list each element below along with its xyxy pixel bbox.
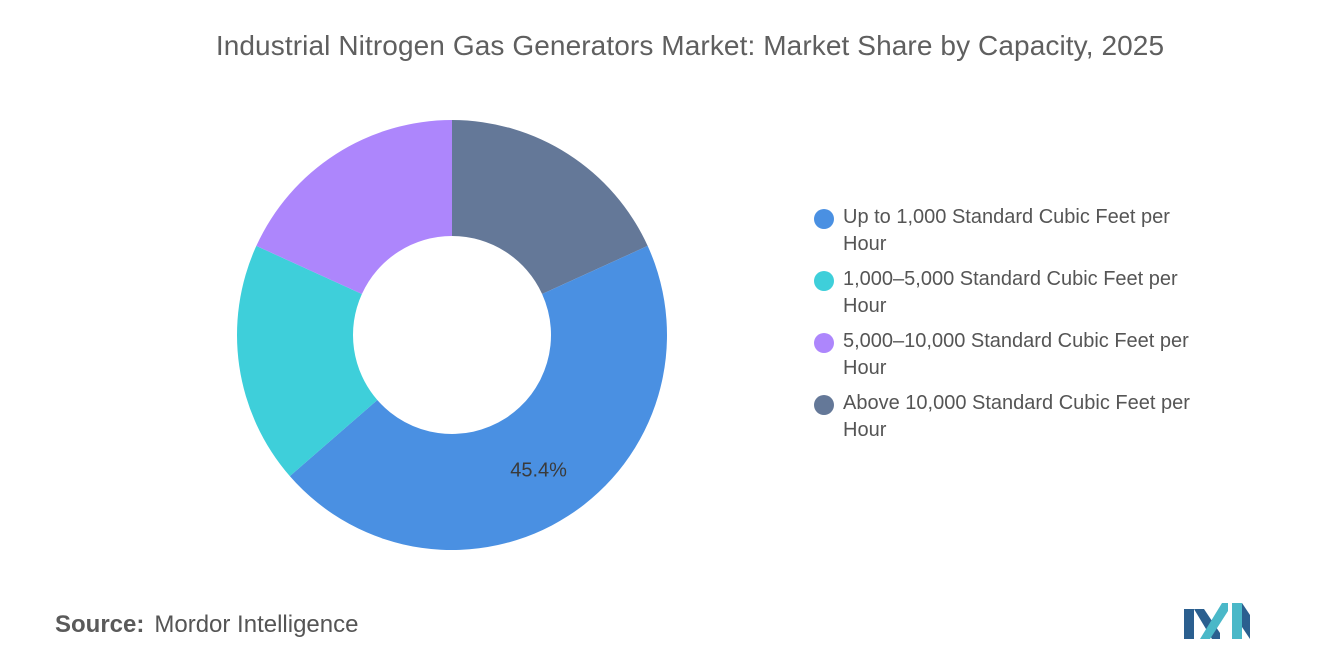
legend-swatch-icon [814, 395, 834, 415]
legend-label: 5,000–10,000 Standard Cubic Feet per Hou… [843, 330, 1189, 379]
source-note: Source: Mordor Intelligence [55, 611, 358, 639]
donut-slice [256, 120, 452, 294]
logo-right-stroke [1232, 603, 1242, 639]
legend-item: Above 10,000 Standard Cubic Feet per Hou… [814, 390, 1244, 444]
donut-slice [237, 245, 378, 477]
donut-slice [289, 245, 667, 551]
legend-item: Up to 1,000 Standard Cubic Feet per Hour [814, 204, 1244, 258]
legend-item: 1,000–5,000 Standard Cubic Feet per Hour [814, 266, 1244, 320]
slice-data-label: 45.4% [510, 460, 567, 482]
donut-slice [452, 120, 648, 294]
legend-swatch-icon [814, 209, 834, 229]
legend-label: Above 10,000 Standard Cubic Feet per Hou… [843, 392, 1190, 441]
legend-label: 1,000–5,000 Standard Cubic Feet per Hour [843, 268, 1178, 317]
legend-label: Up to 1,000 Standard Cubic Feet per Hour [843, 206, 1170, 255]
legend-swatch-icon [814, 333, 834, 353]
mordor-intelligence-logo-icon [1184, 603, 1250, 639]
source-value: Mordor Intelligence [154, 611, 359, 638]
chart-legend: Up to 1,000 Standard Cubic Feet per Hour… [814, 204, 1244, 452]
chart-title: Industrial Nitrogen Gas Generators Marke… [215, 30, 1165, 61]
logo-left-stroke [1184, 609, 1194, 639]
legend-swatch-icon [814, 271, 834, 291]
logo-right-diagonal [1242, 603, 1250, 639]
source-label: Source: [55, 611, 145, 638]
logo-diagonal-light [1200, 603, 1228, 639]
legend-item: 5,000–10,000 Standard Cubic Feet per Hou… [814, 328, 1244, 382]
